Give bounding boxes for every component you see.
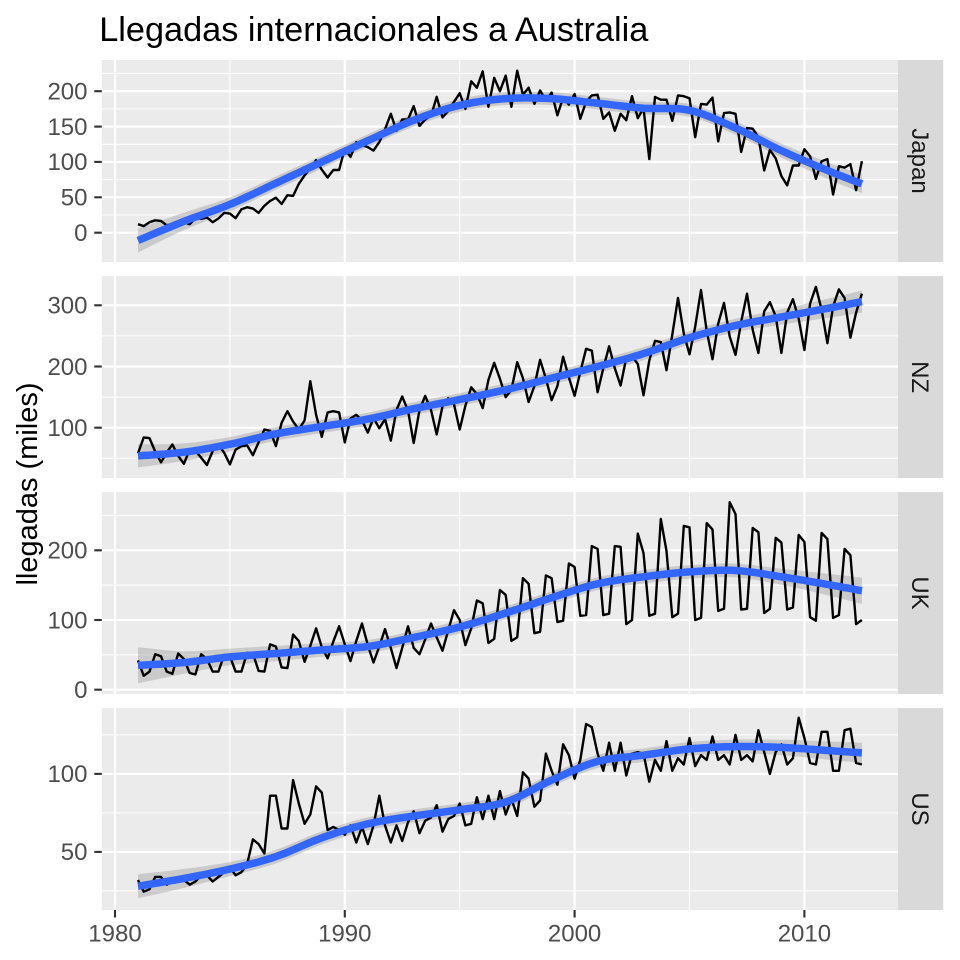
svg-text:50: 50	[61, 839, 88, 866]
svg-text:0: 0	[74, 220, 87, 247]
svg-text:2000: 2000	[548, 921, 601, 948]
svg-text:100: 100	[47, 607, 87, 634]
svg-text:100: 100	[47, 149, 87, 176]
svg-text:150: 150	[47, 114, 87, 141]
svg-text:2010: 2010	[778, 921, 831, 948]
svg-text:UK: UK	[906, 576, 933, 609]
svg-text:Japan: Japan	[906, 128, 933, 193]
svg-text:300: 300	[47, 293, 87, 320]
svg-text:200: 200	[47, 354, 87, 381]
svg-text:100: 100	[47, 415, 87, 442]
svg-text:100: 100	[47, 761, 87, 788]
svg-text:50: 50	[61, 185, 88, 212]
svg-text:1990: 1990	[318, 921, 371, 948]
svg-text:Llegadas internacionales a Aus: Llegadas internacionales a Australia	[99, 11, 649, 49]
svg-text:llegadas (miles): llegadas (miles)	[12, 382, 44, 585]
svg-text:200: 200	[47, 79, 87, 106]
svg-text:200: 200	[47, 538, 87, 565]
svg-text:NZ: NZ	[906, 361, 933, 393]
svg-text:1980: 1980	[88, 921, 141, 948]
svg-text:US: US	[906, 792, 933, 825]
svg-text:0: 0	[74, 677, 87, 704]
